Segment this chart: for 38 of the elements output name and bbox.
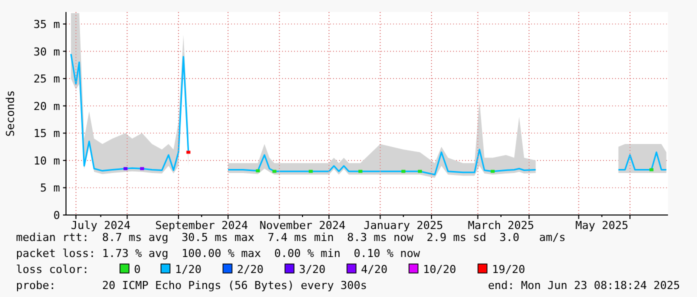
x-tick-label: March 2025: [468, 219, 534, 232]
point: [186, 150, 190, 154]
legend-label: 2/20: [237, 263, 264, 276]
point: [140, 167, 144, 170]
text: median rtt: 8.7 ms avg 30.5 ms max 7.4 ms min 8.3 ms now 2.9 ms sd 3.0 am/s: [16, 231, 566, 244]
legend-label: 0: [134, 263, 141, 276]
point: [418, 170, 422, 173]
legend-title: loss color:: [16, 263, 89, 276]
text: packet loss: 1.73 % avg 100.00 % max 0.00 % min 0.10 % now: [16, 247, 420, 260]
y-tick-label: 0: [53, 209, 60, 222]
point: [490, 170, 495, 173]
y-tick-label: 15 m: [34, 127, 60, 140]
y-tick-label: 25 m: [34, 72, 60, 86]
legend-label: 4/20: [361, 263, 388, 276]
x-tick-label: July 2024: [70, 219, 131, 232]
y-tick-label: 5 m: [40, 182, 60, 195]
y-tick-label: 10 m: [34, 154, 60, 168]
text: end: Mon Jun 23 08:18:24 2025: [488, 279, 680, 292]
legend-label: 19/20: [492, 263, 526, 276]
y-axis-title: Seconds: [4, 90, 17, 137]
y-tick-label: 20 m: [34, 100, 60, 113]
y-tick-label: 30 m: [34, 45, 60, 58]
x-tick-label: May 2025: [575, 219, 628, 232]
point: [308, 170, 313, 173]
x-tick-label: January 2025: [364, 219, 444, 232]
point: [358, 170, 362, 173]
point: [401, 170, 406, 173]
legend-label: 10/20: [423, 263, 456, 276]
x-tick-label: November 2024: [259, 219, 346, 232]
point: [272, 170, 276, 173]
point: [124, 167, 128, 170]
y-tick-label: 35 m: [34, 18, 60, 32]
legend-label: 3/20: [299, 263, 326, 276]
point: [649, 168, 654, 172]
legend-label: 1/20: [175, 263, 202, 276]
text: probe: 20 ICMP Echo Pings (56 Bytes) every 300s: [16, 279, 367, 292]
x-tick-label: September 2024: [155, 219, 248, 232]
point: [256, 169, 260, 172]
